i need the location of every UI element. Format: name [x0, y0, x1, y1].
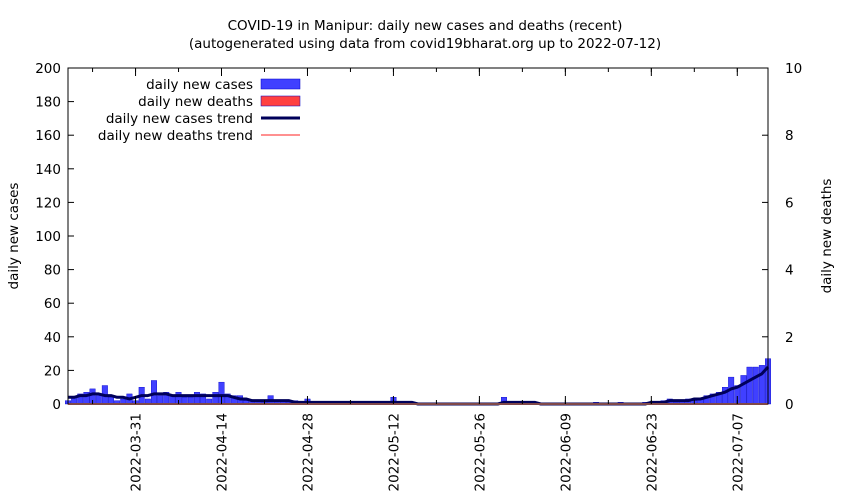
- y-tick-label: 60: [44, 296, 61, 312]
- bar: [193, 392, 200, 405]
- bar: [181, 397, 188, 405]
- y2-tick-label: 0: [785, 397, 794, 413]
- x-tick-label: 2022-06-23: [644, 413, 660, 491]
- y2-tick-label: 8: [785, 128, 794, 144]
- bar: [212, 392, 219, 405]
- y-tick-label: 140: [35, 162, 61, 178]
- y2-axis-label: daily new deaths: [819, 179, 835, 294]
- bar: [740, 375, 747, 405]
- legend-label: daily new cases trend: [106, 111, 253, 127]
- bar: [150, 380, 157, 405]
- legend-label: daily new cases: [146, 77, 253, 93]
- y-tick-label: 80: [44, 263, 61, 279]
- x-tick-label: 2022-04-14: [215, 413, 231, 491]
- y-tick-label: 180: [35, 95, 61, 111]
- y2-tick-label: 2: [785, 330, 794, 346]
- y-axis-label: daily new cases: [6, 183, 22, 290]
- y2-tick-label: 4: [785, 263, 794, 279]
- bar: [95, 395, 102, 405]
- bar: [157, 395, 164, 405]
- legend-label: daily new deaths: [138, 94, 253, 110]
- chart-title: COVID-19 in Manipur: daily new cases and…: [228, 18, 623, 34]
- chart-subtitle: (autogenerated using data from covid19bh…: [189, 36, 661, 52]
- y-tick-label: 120: [35, 195, 61, 211]
- y-tick-label: 0: [52, 397, 61, 413]
- legend-swatch: [260, 95, 301, 107]
- plot-area: 0 20 40 60 80 100 120 140 160 180 200 0 2 4 6 8 10 2022-0…: [35, 61, 802, 491]
- x-tick-label: 2022-07-07: [730, 413, 746, 491]
- x-tick-label: 2022-05-12: [386, 413, 402, 491]
- x-tick-label: 2022-05-26: [472, 413, 488, 491]
- bar: [187, 397, 194, 405]
- x-tick-label: 2022-03-31: [129, 413, 145, 491]
- bar: [746, 366, 753, 405]
- y-tick-label: 40: [44, 330, 61, 346]
- legend-label: daily new deaths trend: [98, 128, 253, 144]
- bar: [108, 397, 114, 405]
- y-tick-label: 160: [35, 128, 61, 144]
- legend-swatch: [260, 78, 301, 90]
- y-tick-label: 200: [35, 61, 61, 77]
- y-tick-label: 100: [35, 229, 61, 245]
- x-tick-label: 2022-06-09: [558, 413, 574, 491]
- x-tick-label: 2022-04-28: [300, 413, 316, 491]
- y-tick-label: 20: [44, 363, 61, 379]
- y2-tick-label: 10: [785, 61, 802, 77]
- bar: [752, 366, 759, 405]
- y2-tick-label: 6: [785, 195, 794, 211]
